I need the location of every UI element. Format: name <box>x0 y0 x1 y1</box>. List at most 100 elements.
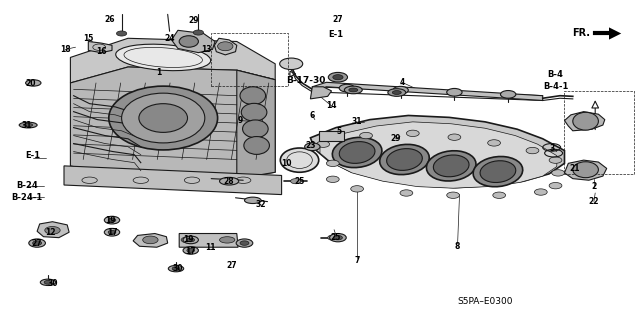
Text: 20: 20 <box>26 79 36 88</box>
Polygon shape <box>70 38 275 83</box>
Text: 4: 4 <box>399 78 404 87</box>
Ellipse shape <box>433 155 469 177</box>
Polygon shape <box>214 38 237 55</box>
Ellipse shape <box>332 137 382 167</box>
Polygon shape <box>133 234 168 247</box>
Ellipse shape <box>29 239 45 247</box>
Ellipse shape <box>244 137 269 154</box>
Ellipse shape <box>317 141 330 147</box>
Ellipse shape <box>33 241 42 245</box>
Text: B-24-1: B-24-1 <box>12 193 42 202</box>
Ellipse shape <box>243 120 268 138</box>
Text: 9: 9 <box>237 116 243 125</box>
Text: 17: 17 <box>186 247 196 256</box>
Ellipse shape <box>326 160 339 167</box>
Ellipse shape <box>104 216 120 224</box>
Ellipse shape <box>139 104 188 132</box>
Ellipse shape <box>19 122 37 128</box>
Text: 25: 25 <box>331 233 341 242</box>
Ellipse shape <box>45 226 60 234</box>
Ellipse shape <box>406 130 419 137</box>
Text: 19: 19 <box>184 235 194 244</box>
Text: 11: 11 <box>205 243 215 252</box>
Polygon shape <box>564 112 605 131</box>
Ellipse shape <box>244 197 261 204</box>
Bar <box>564 91 634 174</box>
Text: E-1: E-1 <box>328 30 343 39</box>
Ellipse shape <box>143 236 158 244</box>
Text: 29: 29 <box>188 16 198 25</box>
Ellipse shape <box>326 176 339 182</box>
Ellipse shape <box>241 103 267 121</box>
Polygon shape <box>70 67 275 179</box>
Ellipse shape <box>44 280 52 284</box>
Ellipse shape <box>387 149 422 170</box>
Text: 27: 27 <box>333 15 343 24</box>
Ellipse shape <box>388 89 406 96</box>
Text: 30: 30 <box>47 279 58 288</box>
Ellipse shape <box>122 93 205 143</box>
Ellipse shape <box>426 151 476 181</box>
Bar <box>211 33 288 86</box>
Text: B-24: B-24 <box>16 181 38 190</box>
Ellipse shape <box>187 238 195 242</box>
Text: 22: 22 <box>589 197 599 206</box>
Ellipse shape <box>26 80 41 86</box>
Text: 6: 6 <box>310 111 315 120</box>
Ellipse shape <box>172 267 180 271</box>
Text: 31: 31 <box>352 117 362 126</box>
Ellipse shape <box>183 247 198 254</box>
Text: 3: 3 <box>549 144 554 153</box>
Text: 2: 2 <box>591 182 596 191</box>
Ellipse shape <box>328 235 338 240</box>
Polygon shape <box>237 70 275 179</box>
Text: 5: 5 <box>337 127 342 136</box>
Ellipse shape <box>480 161 516 182</box>
Text: 1: 1 <box>156 68 161 77</box>
Ellipse shape <box>280 58 303 70</box>
Text: 15: 15 <box>83 34 93 43</box>
Polygon shape <box>88 41 112 53</box>
Text: 27: 27 <box>227 261 237 270</box>
Text: 31: 31 <box>22 121 32 130</box>
Text: 18: 18 <box>60 45 70 54</box>
Polygon shape <box>310 87 332 99</box>
Ellipse shape <box>220 177 239 185</box>
Ellipse shape <box>549 157 562 163</box>
Text: 26: 26 <box>105 15 115 24</box>
Text: 17: 17 <box>107 228 117 237</box>
Ellipse shape <box>104 228 120 236</box>
Text: 7: 7 <box>355 256 360 265</box>
Ellipse shape <box>339 84 355 92</box>
Text: B-4-1: B-4-1 <box>543 82 568 91</box>
Ellipse shape <box>109 86 218 150</box>
Text: 25: 25 <box>294 177 305 186</box>
Ellipse shape <box>534 189 547 195</box>
Text: 8: 8 <box>455 242 460 251</box>
Ellipse shape <box>447 192 460 198</box>
Ellipse shape <box>351 186 364 192</box>
Ellipse shape <box>240 241 249 245</box>
Polygon shape <box>312 82 543 100</box>
Ellipse shape <box>181 237 196 243</box>
Ellipse shape <box>526 147 539 154</box>
Ellipse shape <box>220 237 235 243</box>
Bar <box>319 131 344 141</box>
Text: 14: 14 <box>326 101 337 110</box>
Text: 29: 29 <box>390 134 401 143</box>
Ellipse shape <box>116 44 211 70</box>
Ellipse shape <box>360 132 372 139</box>
Ellipse shape <box>552 170 564 176</box>
Text: B-4: B-4 <box>548 70 563 79</box>
Ellipse shape <box>328 72 348 82</box>
Ellipse shape <box>393 86 408 94</box>
Ellipse shape <box>280 148 319 172</box>
Ellipse shape <box>193 30 204 35</box>
Ellipse shape <box>493 192 506 198</box>
Text: 27: 27 <box>32 239 42 248</box>
Polygon shape <box>64 166 282 195</box>
Text: E-1: E-1 <box>26 151 41 160</box>
Ellipse shape <box>168 265 184 272</box>
Ellipse shape <box>183 236 198 244</box>
Text: 32: 32 <box>256 200 266 209</box>
